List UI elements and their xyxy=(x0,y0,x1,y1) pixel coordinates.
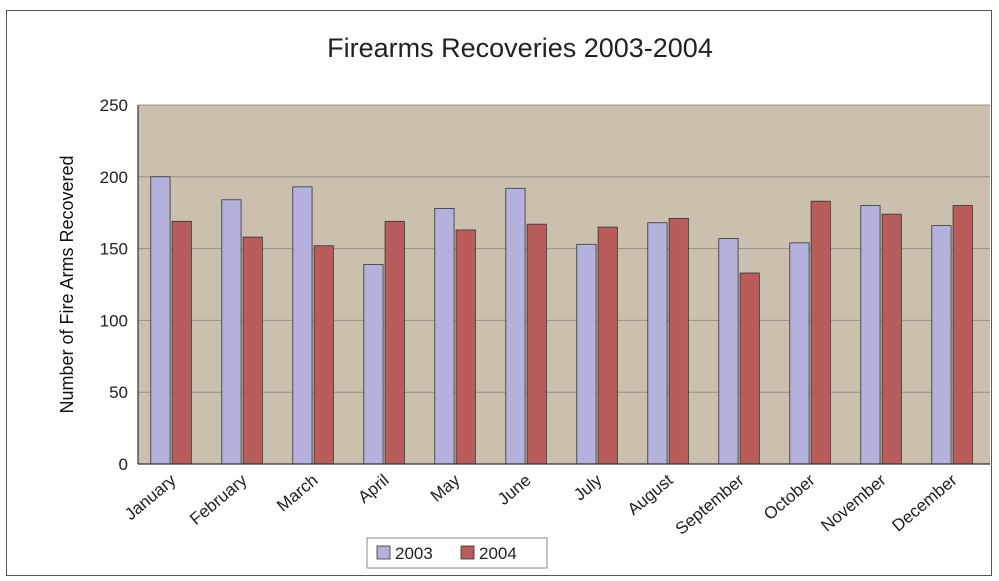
bar-2004-june xyxy=(526,223,547,465)
y-tick-labels: 0 50 100 150 200 250 xyxy=(100,96,128,474)
bar-2004-may xyxy=(455,229,476,465)
bar-2003-may xyxy=(434,207,455,465)
y-tick-label: 50 xyxy=(109,383,128,402)
legend-swatch-2004 xyxy=(460,545,475,560)
y-tick-label: 200 xyxy=(100,168,128,187)
bar-2003-october xyxy=(789,242,810,465)
x-tick-label: April xyxy=(354,471,392,507)
x-tick-label: August xyxy=(624,470,677,519)
bar-2003-june xyxy=(505,187,526,465)
x-tick-label: December xyxy=(888,470,961,535)
legend: 2003 2004 xyxy=(366,537,548,569)
y-axis-label: Number of Fire Arms Recovered xyxy=(57,155,77,413)
legend-label-2003: 2003 xyxy=(395,544,433,563)
x-tick-label: November xyxy=(817,470,890,535)
bar-2004-july xyxy=(597,226,618,465)
x-tick-label: July xyxy=(570,470,606,504)
bar-2003-march xyxy=(292,186,313,465)
x-category-labels: January February March April May June July Augu… xyxy=(121,470,961,538)
legend-swatch-2003 xyxy=(376,545,391,560)
gridlines xyxy=(138,104,990,393)
bar-2004-april xyxy=(384,220,405,465)
axes xyxy=(137,105,990,465)
bar-2003-april xyxy=(363,263,384,465)
y-tick-label: 100 xyxy=(100,311,128,330)
bar-2004-december xyxy=(952,205,973,465)
x-tick-label: October xyxy=(760,470,819,524)
x-tick-label: May xyxy=(427,470,464,506)
x-tick-label: March xyxy=(273,471,321,516)
bar-2003-january xyxy=(150,176,171,465)
x-tick-label: June xyxy=(494,471,534,509)
bar-2003-november xyxy=(860,205,881,465)
bar-2003-february xyxy=(221,199,242,465)
legend-box xyxy=(366,537,548,569)
x-tick-label: September xyxy=(672,470,748,538)
bar-2004-september xyxy=(739,272,760,465)
bar-2004-august xyxy=(668,218,689,465)
plot-area xyxy=(138,105,990,464)
y-tick-label: 0 xyxy=(119,455,128,474)
bar-2004-march xyxy=(313,245,334,465)
bar-2004-february xyxy=(242,236,263,465)
bar-2004-january xyxy=(171,220,192,465)
chart-title: Firearms Recoveries 2003-2004 xyxy=(327,33,713,63)
bar-2003-july xyxy=(576,243,597,465)
bar-2003-september xyxy=(718,238,739,465)
bar-2004-november xyxy=(881,213,902,465)
x-tick-label: February xyxy=(186,470,251,529)
bar-2003-december xyxy=(931,225,952,465)
bars xyxy=(150,176,973,465)
bar-2004-october xyxy=(810,200,831,465)
bar-2003-august xyxy=(647,222,668,465)
x-tick-label: January xyxy=(121,470,180,524)
y-tick-label: 150 xyxy=(100,240,128,259)
legend-label-2004: 2004 xyxy=(479,544,517,563)
y-tick-label: 250 xyxy=(100,96,128,115)
